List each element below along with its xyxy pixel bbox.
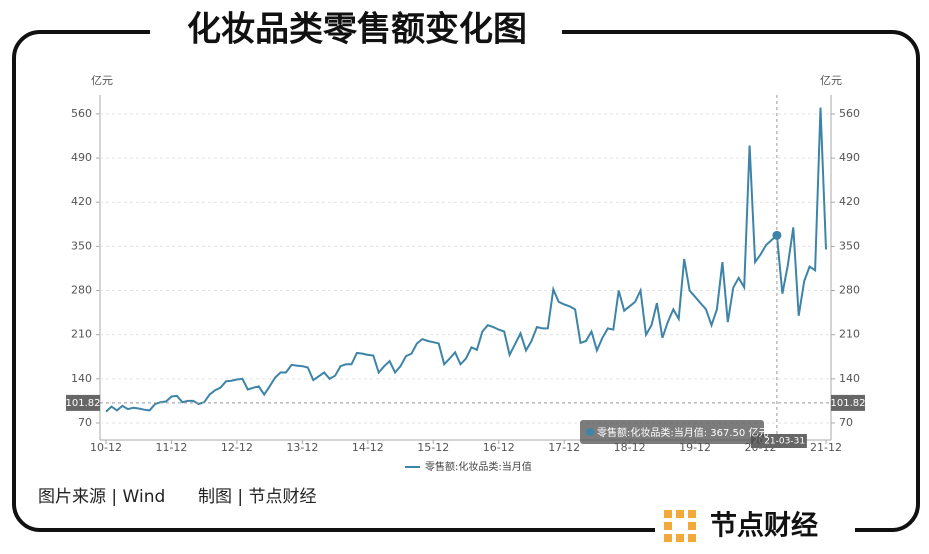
x-tick-label: 10-12 [90, 441, 122, 454]
y2-unit: 亿元 [820, 74, 842, 87]
x-tick-label: 13-12 [286, 441, 318, 454]
chart-title: 化妆品类零售额变化图 [187, 10, 527, 50]
tooltip: 零售额:化妆品类:当月值: 367.50 亿元 [597, 426, 768, 439]
pointer-label-bg [66, 394, 100, 411]
y2-tick-label: 560 [839, 107, 860, 120]
legend-label: 零售额:化妆品类:当月值 [425, 460, 532, 473]
y-tick-label: 350 [71, 239, 92, 252]
pointer-label: 101.82 [66, 398, 101, 409]
x-tick-label: 18-12 [614, 441, 646, 454]
x-tick-label: 19-12 [679, 441, 711, 454]
pointer-x-label-bg [750, 434, 807, 448]
x-tick-label: 12-12 [221, 441, 253, 454]
y2-tick-label: 280 [839, 284, 860, 297]
y2-tick-label: 350 [839, 239, 860, 252]
x-tick-label: 11-12 [155, 441, 187, 454]
y-tick-label: 280 [71, 284, 92, 297]
pointer-dot [772, 230, 782, 240]
pointer-x-label: 2021-03-31 [753, 437, 805, 447]
y2-tick-label: 140 [839, 372, 860, 385]
y-tick-label: 140 [71, 372, 92, 385]
logo-icon [664, 510, 696, 542]
x-tick-label: 14-12 [352, 441, 384, 454]
y2-tick-label: 420 [839, 195, 860, 208]
tooltip-bg [580, 420, 764, 444]
y2-tick-label: 70 [839, 416, 853, 429]
pointer-label-bg [831, 394, 865, 411]
title-bg [150, 8, 562, 54]
credit: 制图 | 节点财经 [198, 487, 317, 507]
y-unit: 亿元 [91, 74, 113, 87]
source: 图片来源 | Wind [38, 487, 165, 507]
y-tick-label: 560 [71, 107, 92, 120]
x-tick-label: 21-12 [810, 441, 842, 454]
y2-tick-label: 490 [839, 151, 860, 164]
y-tick-label: 420 [71, 195, 92, 208]
series-line [105, 107, 827, 413]
y-tick-label: 490 [71, 151, 92, 164]
tooltip-dot [586, 428, 594, 436]
y-tick-label: 70 [78, 416, 92, 429]
x-tick-label: 17-12 [548, 441, 580, 454]
logo-text: 节点财经 [710, 510, 818, 542]
pointer-label: 101.82 [831, 398, 866, 409]
y2-tick-label: 210 [839, 328, 860, 341]
y-tick-label: 210 [71, 328, 92, 341]
x-tick-label: 15-12 [417, 441, 449, 454]
frame [12, 30, 920, 532]
x-tick-label: 16-12 [483, 441, 515, 454]
